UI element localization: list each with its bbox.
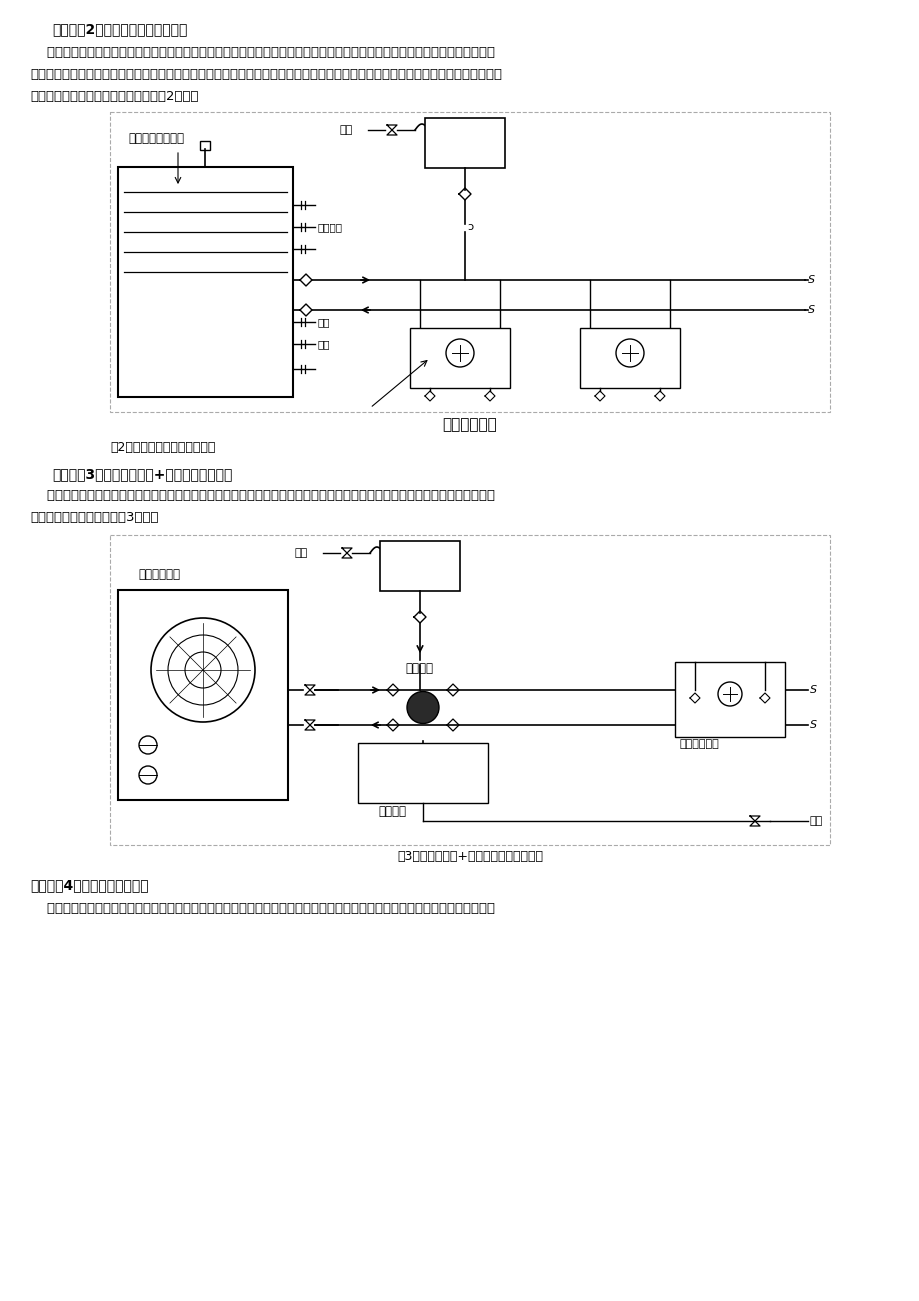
Text: 该相关系统中供冷相关系统主机为风冷冷水机组，供暖相关系统热源为燃气锅炉，供冷相关系统与供暖相关系统共用空调末端相: 该相关系统中供冷相关系统主机为风冷冷水机组，供暖相关系统热源为燃气锅炉，供冷相关…	[30, 489, 494, 502]
Bar	[118, 589, 288, 800]
Text: 燃气: 燃气	[809, 816, 823, 826]
Text: 补水: 补水	[340, 125, 353, 135]
Text: 图2户式燃气空调相关系统简图: 图2户式燃气空调相关系统简图	[110, 441, 215, 454]
Text: 燃气锅炉: 燃气锅炉	[378, 805, 405, 818]
Bar	[425, 118, 505, 168]
Bar	[380, 541, 460, 591]
Text: 补水: 补水	[295, 548, 308, 558]
Text: 循环水泵: 循环水泵	[404, 662, 433, 675]
Text: S: S	[809, 686, 816, 695]
Text: S: S	[809, 719, 816, 730]
Bar	[579, 328, 679, 388]
Text: 解决方案4：水环热泵相关系统: 解决方案4：水环热泵相关系统	[30, 878, 149, 892]
Text: 空调末端设备: 空调末端设备	[679, 739, 719, 749]
Bar	[675, 662, 784, 736]
Text: 关系统。相关系统简图见图3所示。: 关系统。相关系统简图见图3所示。	[30, 511, 158, 524]
Text: 燃气: 燃气	[318, 317, 330, 327]
Text: 图3风冷冷水机组+燃气锅炉相关系统简图: 图3风冷冷水机组+燃气锅炉相关系统简图	[397, 850, 542, 863]
Text: 解决方案3：风冷冷水机组+燃气锅炉相关系统: 解决方案3：风冷冷水机组+燃气锅炉相关系统	[52, 467, 233, 481]
Text: 解决方案2：户式燃气空调相关系统: 解决方案2：户式燃气空调相关系统	[52, 22, 187, 36]
Bar	[118, 167, 292, 397]
Text: 空调末端设备: 空调末端设备	[442, 418, 497, 432]
Text: S: S	[807, 275, 814, 285]
Text: 风冷冷水机组: 风冷冷水机组	[138, 569, 180, 582]
Text: S: S	[807, 304, 814, 315]
Text: 制冷（热）循环原理，向住宅或建筑内提供空调冷水、供暖热水和卫生热水，通过管线相关系统与室内机（各种空调末端装置）相连，: 制冷（热）循环原理，向住宅或建筑内提供空调冷水、供暖热水和卫生热水，通过管线相关…	[30, 68, 502, 81]
Bar	[357, 743, 487, 803]
Circle shape	[616, 340, 643, 367]
Text: 抵达需要的房间。该相关系统简图见图2所示。: 抵达需要的房间。该相关系统简图见图2所示。	[30, 90, 199, 103]
Circle shape	[406, 692, 438, 723]
Text: ↄ: ↄ	[467, 222, 472, 232]
Circle shape	[446, 340, 473, 367]
Bar	[410, 328, 509, 388]
Text: 户式燃气空调由室外机和室内机两大部分组成。室外机即该空调相关系统中的冷（热）源设备部分，它采用直燃型溴化锂吸收式: 户式燃气空调由室外机和室内机两大部分组成。室外机即该空调相关系统中的冷（热）源设…	[30, 46, 494, 59]
Bar	[199, 141, 210, 150]
Text: 补水: 补水	[318, 340, 330, 349]
Text: 水环热泵空调相关系统由许多并联的水源热泵机组的双管环路组成，其主要部件有：单元式水源热泵机组、冷却设备（通常用开: 水环热泵空调相关系统由许多并联的水源热泵机组的双管环路组成，其主要部件有：单元式…	[30, 902, 494, 915]
Circle shape	[717, 682, 742, 706]
Text: 卫生热水: 卫生热水	[318, 222, 343, 232]
Text: 户式燃气空调机组: 户式燃气空调机组	[128, 131, 184, 144]
